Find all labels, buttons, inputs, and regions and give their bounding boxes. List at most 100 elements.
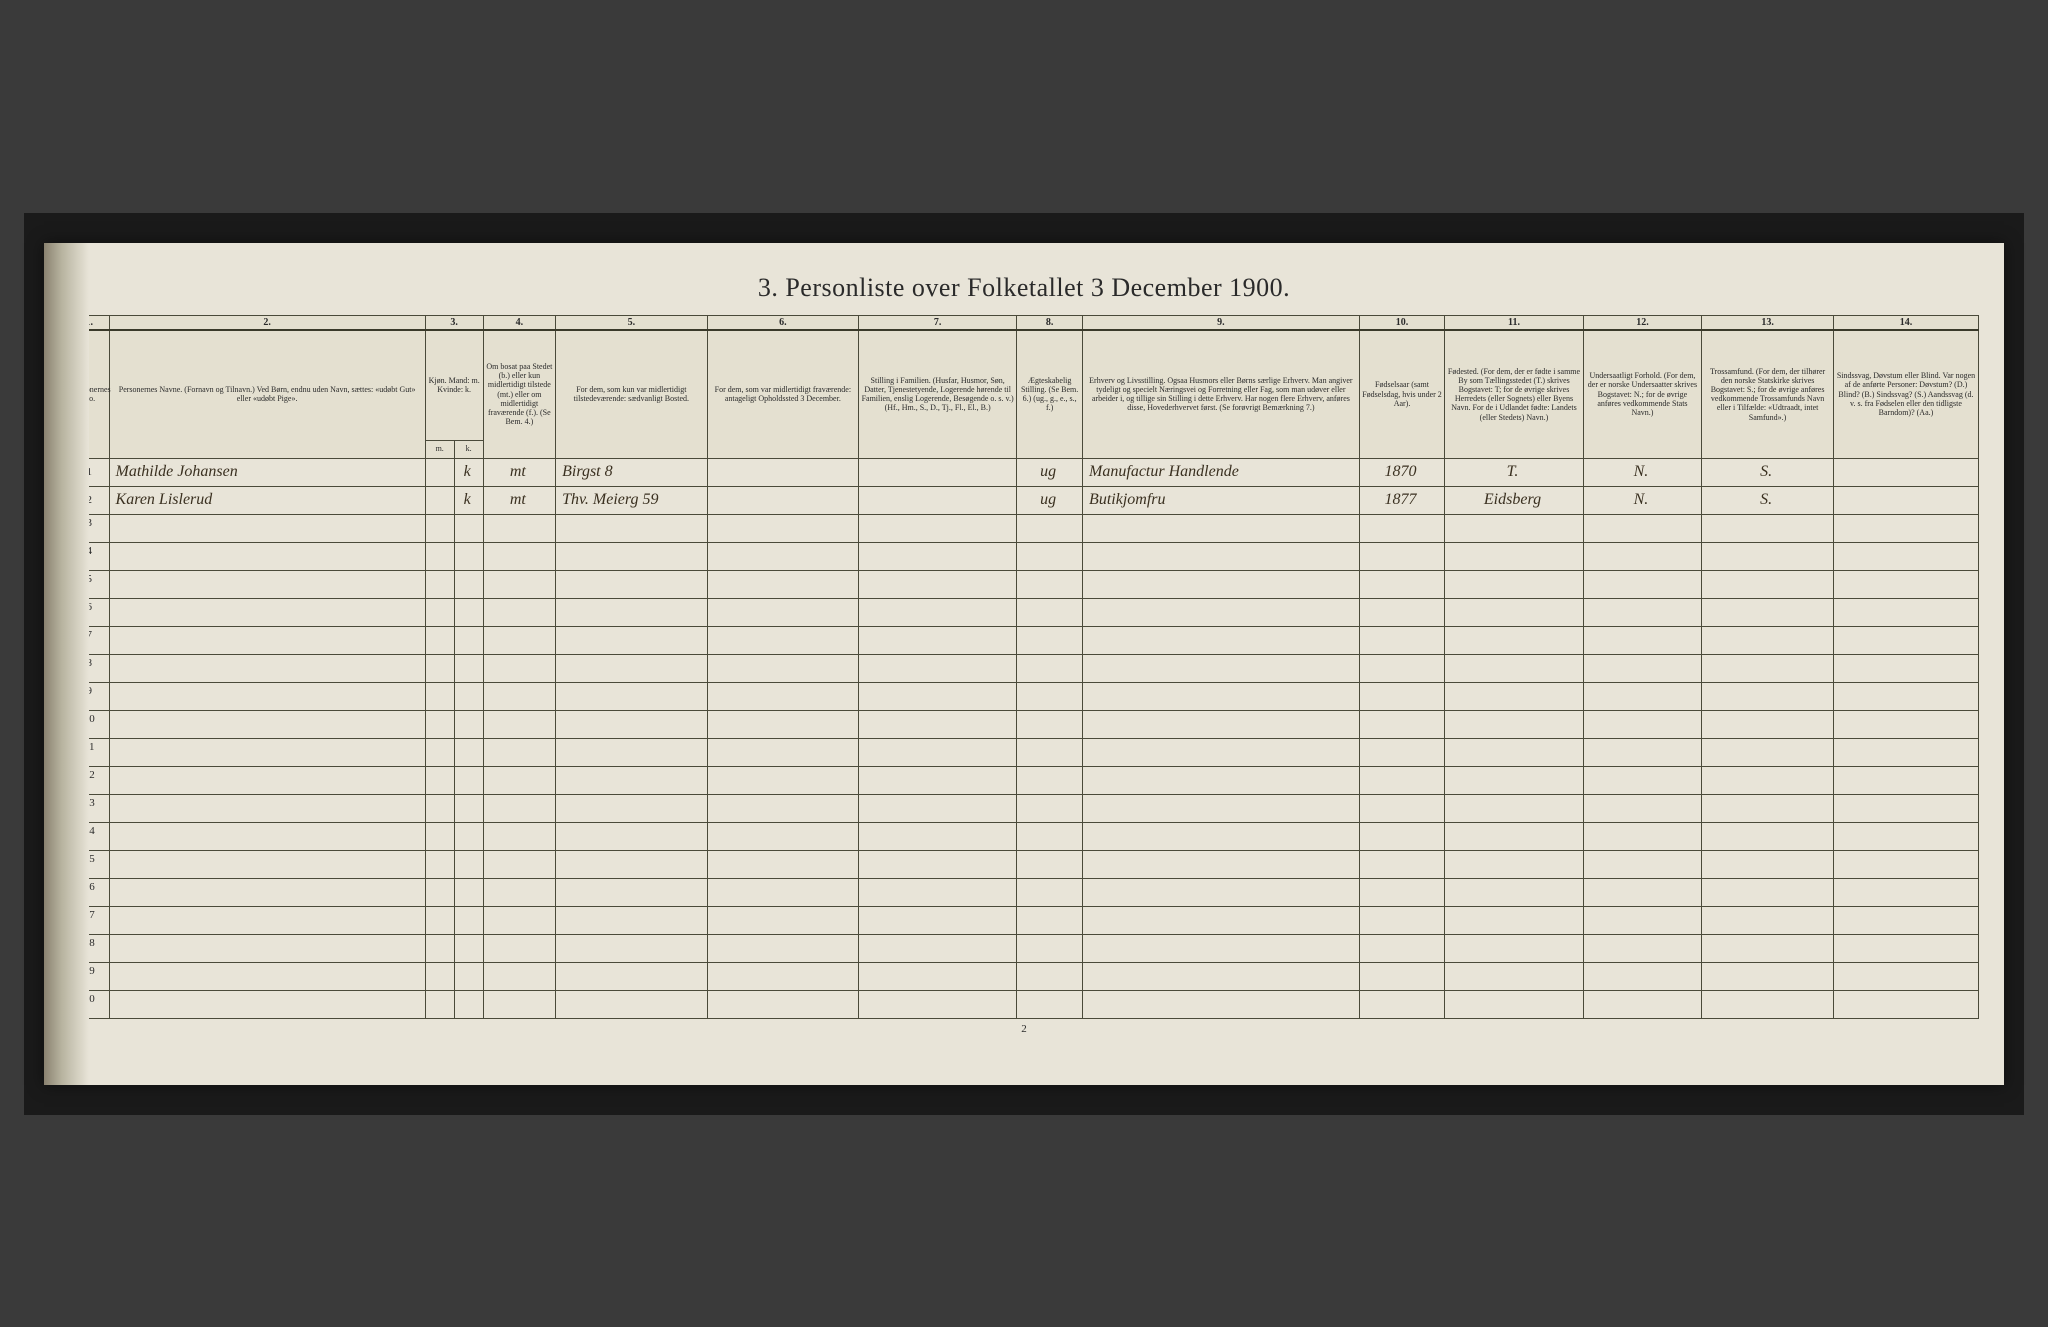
cell-religion: S.: [1702, 486, 1834, 514]
column-number-row: 1. 2. 3. 4. 5. 6. 7. 8. 9. 10. 11. 12. 1…: [70, 315, 1979, 330]
census-document: 3. Personliste over Folketallet 3 Decemb…: [44, 243, 2004, 1085]
cell-occupation: Butikjomfru: [1083, 486, 1360, 514]
table-row: 11: [70, 738, 1979, 766]
header-occupation: Erhverv og Livsstilling. Ogsaa Husmors e…: [1083, 330, 1360, 458]
colnum-9: 9.: [1083, 315, 1360, 330]
subheader-female: k.: [454, 440, 483, 458]
colnum-13: 13.: [1702, 315, 1834, 330]
cell-residence: Birgst 8: [556, 458, 708, 486]
document-title: 3. Personliste over Folketallet 3 Decemb…: [69, 273, 1979, 303]
cell-female: k: [454, 458, 483, 486]
table-row: 16: [70, 878, 1979, 906]
table-row: 8: [70, 654, 1979, 682]
header-name: Personernes Navne. (Fornavn og Tilnavn.)…: [109, 330, 425, 458]
colnum-7: 7.: [859, 315, 1017, 330]
cell-rownum: 4: [70, 542, 110, 570]
header-sex: Kjøn. Mand: m. Kvinde: k.: [425, 330, 483, 440]
colnum-6: 6.: [707, 315, 859, 330]
cell-marital: ug: [1017, 486, 1083, 514]
cell-rownum: 14: [70, 822, 110, 850]
cell-rownum: 19: [70, 962, 110, 990]
table-row: 15: [70, 850, 1979, 878]
cell-rownum: 12: [70, 766, 110, 794]
table-row: 20: [70, 990, 1979, 1018]
header-whereabouts: For dem, som var midlertidigt fraværende…: [707, 330, 859, 458]
cell-family: [859, 458, 1017, 486]
census-table: 1. 2. 3. 4. 5. 6. 7. 8. 9. 10. 11. 12. 1…: [69, 315, 1979, 1019]
cell-rownum: 3: [70, 514, 110, 542]
header-presence: Om bosat paa Stedet (b.) eller kun midle…: [483, 330, 555, 458]
page-number: 2: [69, 1023, 1979, 1035]
header-birthyear: Fødselsaar (samt Fødselsdag, hvis under …: [1359, 330, 1445, 458]
cell-disability: [1833, 458, 1978, 486]
cell-birthplace: Eidsberg: [1445, 486, 1583, 514]
cell-rownum: 6: [70, 598, 110, 626]
cell-rownum: 2: [70, 486, 110, 514]
cell-male: [425, 458, 454, 486]
header-family-position: Stilling i Familien. (Husfar, Husmor, Sø…: [859, 330, 1017, 458]
column-header-row: Personernes No. Personernes Navne. (Forn…: [70, 330, 1979, 440]
colnum-5: 5.: [556, 315, 708, 330]
header-religion: Trossamfund. (For dem, der tilhører den …: [1702, 330, 1834, 458]
table-row: 18: [70, 934, 1979, 962]
cell-rownum: 15: [70, 850, 110, 878]
table-row: 3: [70, 514, 1979, 542]
colnum-3: 3.: [425, 315, 483, 330]
cell-rownum: 1: [70, 458, 110, 486]
cell-nationality: N.: [1583, 458, 1702, 486]
table-row: 12: [70, 766, 1979, 794]
cell-whereabouts: [707, 486, 859, 514]
cell-rownum: 13: [70, 794, 110, 822]
cell-name: Karen Lislerud: [109, 486, 425, 514]
cell-rownum: 16: [70, 878, 110, 906]
cell-residence: Thv. Meierg 59: [556, 486, 708, 514]
cell-religion: S.: [1702, 458, 1834, 486]
colnum-8: 8.: [1017, 315, 1083, 330]
cell-rownum: 11: [70, 738, 110, 766]
table-row: 2 Karen Lislerud k mt Thv. Meierg 59 ug …: [70, 486, 1979, 514]
cell-birthyear: 1877: [1359, 486, 1445, 514]
cell-female: k: [454, 486, 483, 514]
cell-rownum: 7: [70, 626, 110, 654]
table-row: 4: [70, 542, 1979, 570]
colnum-11: 11.: [1445, 315, 1583, 330]
colnum-12: 12.: [1583, 315, 1702, 330]
colnum-4: 4.: [483, 315, 555, 330]
table-row: 6: [70, 598, 1979, 626]
header-person-no: Personernes No.: [70, 330, 110, 458]
cell-status: mt: [483, 458, 555, 486]
cell-rownum: 5: [70, 570, 110, 598]
cell-disability: [1833, 486, 1978, 514]
cell-rownum: 20: [70, 990, 110, 1018]
table-row: 1 Mathilde Johansen k mt Birgst 8 ug Man…: [70, 458, 1979, 486]
header-disability: Sindssvag, Døvstum eller Blind. Var noge…: [1833, 330, 1978, 458]
table-row: 13: [70, 794, 1979, 822]
table-row: 14: [70, 822, 1979, 850]
scan-frame: 3. Personliste over Folketallet 3 Decemb…: [24, 213, 2024, 1115]
cell-occupation: Manufactur Handlende: [1083, 458, 1360, 486]
table-body: 1 Mathilde Johansen k mt Birgst 8 ug Man…: [70, 458, 1979, 1018]
cell-birthyear: 1870: [1359, 458, 1445, 486]
cell-name: Mathilde Johansen: [109, 458, 425, 486]
cell-nationality: N.: [1583, 486, 1702, 514]
cell-family: [859, 486, 1017, 514]
cell-rownum: 17: [70, 906, 110, 934]
table-row: 17: [70, 906, 1979, 934]
colnum-14: 14.: [1833, 315, 1978, 330]
cell-rownum: 9: [70, 682, 110, 710]
table-row: 5: [70, 570, 1979, 598]
cell-whereabouts: [707, 458, 859, 486]
table-row: 9: [70, 682, 1979, 710]
cell-marital: ug: [1017, 458, 1083, 486]
table-row: 7: [70, 626, 1979, 654]
colnum-10: 10.: [1359, 315, 1445, 330]
cell-rownum: 18: [70, 934, 110, 962]
cell-birthplace: T.: [1445, 458, 1583, 486]
cell-rownum: 8: [70, 654, 110, 682]
header-usual-residence: For dem, som kun var midlertidigt tilste…: [556, 330, 708, 458]
cell-male: [425, 486, 454, 514]
colnum-1: 1.: [70, 315, 110, 330]
cell-rownum: 10: [70, 710, 110, 738]
header-birthplace: Fødested. (For dem, der er fødte i samme…: [1445, 330, 1583, 458]
header-marital: Ægteskabelig Stilling. (Se Bem. 6.) (ug.…: [1017, 330, 1083, 458]
